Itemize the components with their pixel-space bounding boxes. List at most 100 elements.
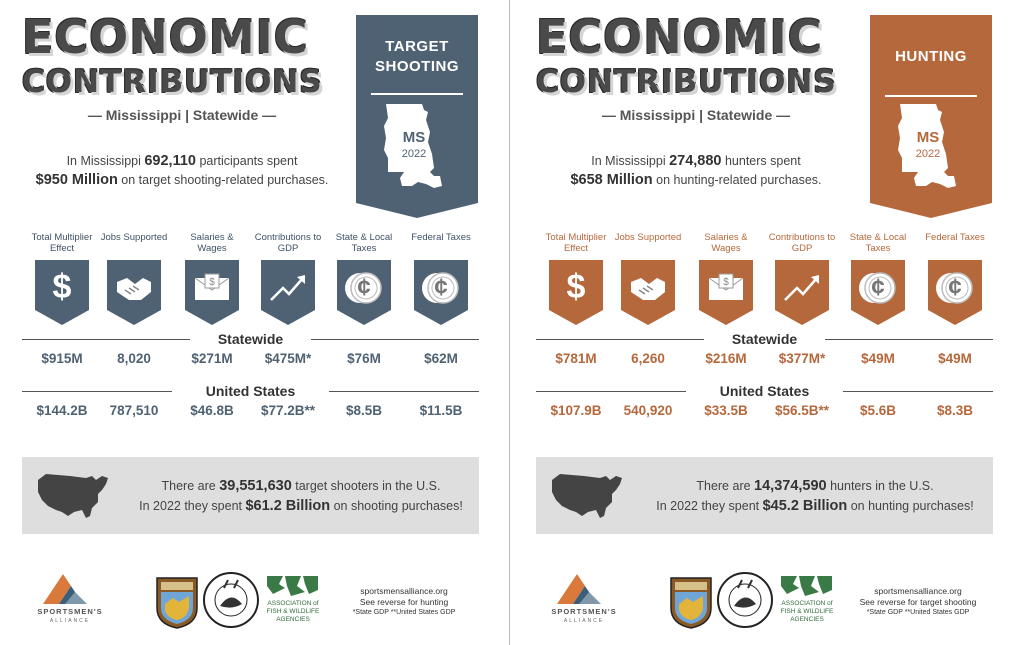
us-value: $107.9B bbox=[550, 403, 602, 418]
target-shooting-panel: ECONOMIC CONTRIBUTIONS — Mississippi | Sta… bbox=[0, 0, 506, 645]
fish-wildlife-service-logo bbox=[670, 577, 712, 629]
category-label: Total Multiplier Effect bbox=[31, 232, 93, 254]
us-value: $56.5B** bbox=[774, 403, 830, 418]
usa-map-icon bbox=[38, 474, 108, 518]
paycheck-icon: $ bbox=[699, 260, 753, 325]
national-spending-text: In 2022 they spent $61.2 Billion on shoo… bbox=[139, 498, 463, 514]
usa-map-icon bbox=[552, 474, 622, 518]
us-heading: United States bbox=[536, 383, 993, 399]
statewide-value: $377M* bbox=[778, 351, 826, 366]
national-summary-box bbox=[22, 457, 479, 534]
us-value: $5.6B bbox=[859, 403, 897, 418]
gdp-footnote: *State GDP **United States GDP bbox=[866, 609, 970, 616]
afwa-logo bbox=[779, 574, 834, 598]
handshake-icon bbox=[621, 260, 675, 325]
location-subtitle: — Mississippi | Statewide — bbox=[87, 107, 277, 123]
us-value: $11.5B bbox=[419, 403, 463, 418]
statewide-value: $915M bbox=[41, 351, 83, 366]
wildlife-sport-fish-restoration-logo bbox=[717, 572, 773, 628]
statewide-value: 6,260 bbox=[631, 351, 665, 366]
national-spending-text: In 2022 they spent $45.2 Billion on hunt… bbox=[656, 498, 974, 514]
mississippi-state-icon bbox=[898, 104, 956, 188]
statewide-heading: Statewide bbox=[22, 331, 479, 347]
trend-up-icon bbox=[261, 260, 315, 325]
category-label: Federal Taxes bbox=[411, 232, 471, 243]
state-code: MS bbox=[402, 129, 426, 146]
coins-icon bbox=[851, 260, 905, 325]
category-label: Contributions to GDP bbox=[768, 232, 836, 254]
banner-divider bbox=[885, 95, 977, 97]
statewide-value: $62M bbox=[424, 351, 458, 366]
category-glyph: $ bbox=[52, 268, 72, 306]
dollar-icon bbox=[35, 260, 89, 325]
title-line-1: ECONOMIC bbox=[22, 10, 309, 64]
page-divider bbox=[509, 0, 510, 645]
category-label: Jobs Supported bbox=[614, 232, 682, 243]
statewide-value: $49M bbox=[861, 351, 895, 366]
banner-title: TARGET SHOOTING bbox=[374, 38, 459, 75]
coins-icon bbox=[337, 260, 391, 325]
category-label: Total Multiplier Effect bbox=[545, 232, 607, 254]
statewide-heading: Statewide bbox=[536, 331, 993, 347]
statewide-value: $475M* bbox=[264, 351, 312, 366]
banner-divider bbox=[371, 93, 463, 95]
category-glyph: $ bbox=[566, 268, 586, 306]
svg-text:$: $ bbox=[723, 277, 729, 288]
us-value: $8.3B bbox=[936, 403, 974, 418]
handshake-icon bbox=[107, 260, 161, 325]
category-label: Federal Taxes bbox=[925, 232, 985, 243]
us-value: $77.2B** bbox=[260, 403, 316, 418]
reverse-note: See reverse for target shooting bbox=[859, 597, 977, 607]
website-link[interactable]: sportsmensalliance.org bbox=[874, 586, 962, 596]
statewide-value: $781M bbox=[555, 351, 597, 366]
us-value: $144.2B bbox=[36, 403, 88, 418]
us-value: $33.5B bbox=[704, 403, 748, 418]
national-summary-box bbox=[536, 457, 993, 534]
us-value: $46.8B bbox=[190, 403, 234, 418]
statewide-value: $271M bbox=[191, 351, 233, 366]
website-link[interactable]: sportsmensalliance.org bbox=[360, 586, 448, 596]
reverse-note: See reverse for hunting bbox=[359, 597, 449, 607]
gdp-footnote: *State GDP **United States GDP bbox=[352, 609, 456, 616]
year: 2022 bbox=[915, 148, 941, 160]
national-participants-text: There are 39,551,630 target shooters in … bbox=[161, 478, 441, 494]
us-value: 540,920 bbox=[623, 403, 673, 418]
title-line-2: CONTRIBUTIONS bbox=[22, 64, 323, 100]
category-label: State & Local Taxes bbox=[335, 232, 393, 254]
national-participants-text: There are 14,374,590 hunters in the U.S. bbox=[696, 478, 934, 494]
afwa-wordmark: ASSOCIATION of FISH & WILDLIFE AGENCIES bbox=[266, 600, 320, 623]
state-code: MS bbox=[916, 129, 940, 146]
wildlife-sport-fish-restoration-logo bbox=[203, 572, 259, 628]
svg-text:$: $ bbox=[209, 277, 215, 288]
category-label: Salaries & Wages bbox=[190, 232, 234, 254]
category-label: Jobs Supported bbox=[100, 232, 168, 243]
banner-title: HUNTING bbox=[895, 48, 967, 65]
category-glyph: ¢ bbox=[434, 274, 448, 301]
intro-text: In Mississippi 274,880 hunters spent $65… bbox=[570, 153, 822, 188]
coins-icon bbox=[928, 260, 982, 325]
category-glyph: ¢ bbox=[871, 274, 885, 301]
mississippi-state-icon bbox=[384, 104, 442, 188]
year: 2022 bbox=[401, 148, 427, 160]
category-glyph: ¢ bbox=[948, 274, 962, 301]
intro-text: In Mississippi 692,110 participants spen… bbox=[35, 153, 329, 188]
us-heading: United States bbox=[22, 383, 479, 399]
trend-up-icon bbox=[775, 260, 829, 325]
hunting-panel: ECONOMIC CONTRIBUTIONS — Mississippi | Sta… bbox=[514, 0, 1020, 645]
statewide-value: 8,020 bbox=[117, 351, 151, 366]
afwa-wordmark: ASSOCIATION of FISH & WILDLIFE AGENCIES bbox=[780, 600, 834, 623]
statewide-value: $49M bbox=[938, 351, 972, 366]
alliance-wordmark: ALLIANCE bbox=[563, 618, 605, 624]
category-label: State & Local Taxes bbox=[849, 232, 907, 254]
sportsmens-alliance-wordmark: SPORTSMEN'S bbox=[37, 607, 103, 616]
category-glyph: ¢ bbox=[357, 274, 371, 301]
dollar-icon bbox=[549, 260, 603, 325]
afwa-logo bbox=[265, 574, 320, 598]
sportsmens-alliance-wordmark: SPORTSMEN'S bbox=[551, 607, 617, 616]
sportsmens-alliance-logo bbox=[43, 574, 87, 604]
category-label: Salaries & Wages bbox=[704, 232, 748, 254]
us-value: $8.5B bbox=[345, 403, 383, 418]
statewide-value: $216M bbox=[705, 351, 747, 366]
alliance-wordmark: ALLIANCE bbox=[49, 618, 91, 624]
statewide-value: $76M bbox=[347, 351, 381, 366]
